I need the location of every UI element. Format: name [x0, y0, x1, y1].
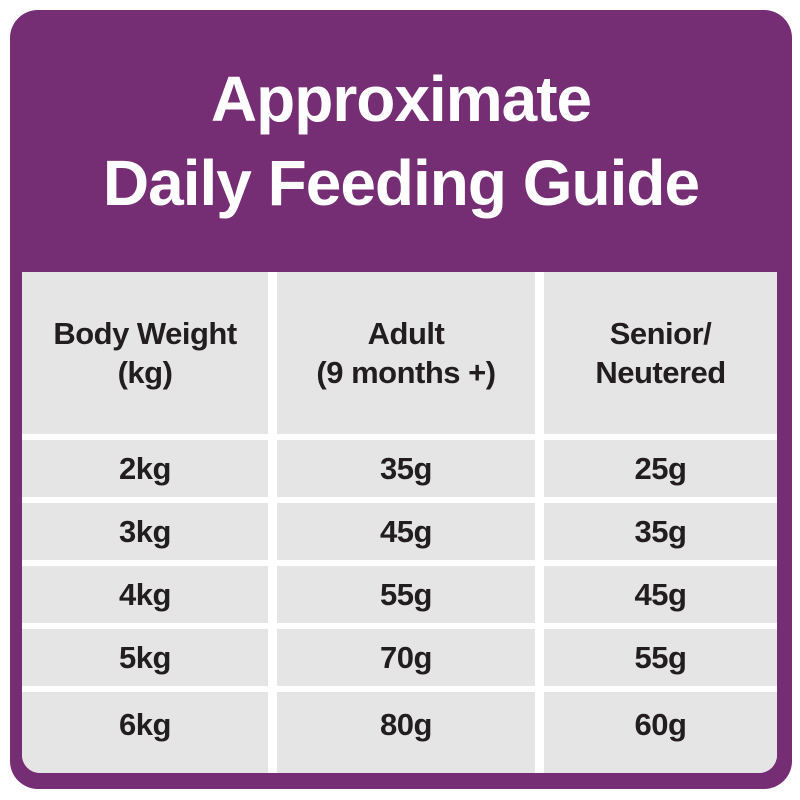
cell-row4-weight: 5kg: [22, 629, 268, 686]
cell-row5-adult: 80g: [277, 692, 535, 773]
cell-row4-senior: 55g: [544, 629, 777, 686]
title-line-1: Approximate: [210, 63, 592, 135]
feeding-guide-card: Approximate Daily Feeding Guide Body Wei…: [10, 10, 792, 789]
header-line: Adult: [367, 316, 445, 351]
cell-row3-adult: 55g: [277, 566, 535, 623]
feeding-guide-table: Body Weight (kg) Adult (9 months +) Seni…: [22, 272, 777, 773]
cell-row2-adult: 45g: [277, 503, 535, 560]
header-line: (kg): [117, 355, 173, 390]
cell-row3-weight: 4kg: [22, 566, 268, 623]
cell-row1-senior: 25g: [544, 440, 777, 497]
header-line: (9 months +): [316, 355, 496, 390]
cell-row5-weight: 6kg: [22, 692, 268, 773]
cell-row1-weight: 2kg: [22, 440, 268, 497]
cell-row1-adult: 35g: [277, 440, 535, 497]
page-title: Approximate Daily Feeding Guide: [10, 10, 792, 272]
cell-row2-senior: 35g: [544, 503, 777, 560]
cell-row5-senior: 60g: [544, 692, 777, 773]
column-header-adult: Adult (9 months +): [277, 272, 535, 434]
header-line: Body Weight: [53, 316, 237, 351]
column-header-body-weight: Body Weight (kg): [22, 272, 268, 434]
header-line: Senior/: [609, 316, 712, 351]
cell-row3-senior: 45g: [544, 566, 777, 623]
column-header-senior-neutered: Senior/ Neutered: [544, 272, 777, 434]
title-line-2: Daily Feeding Guide: [102, 147, 700, 219]
cell-row2-weight: 3kg: [22, 503, 268, 560]
cell-row4-adult: 70g: [277, 629, 535, 686]
header-line: Neutered: [595, 355, 726, 390]
